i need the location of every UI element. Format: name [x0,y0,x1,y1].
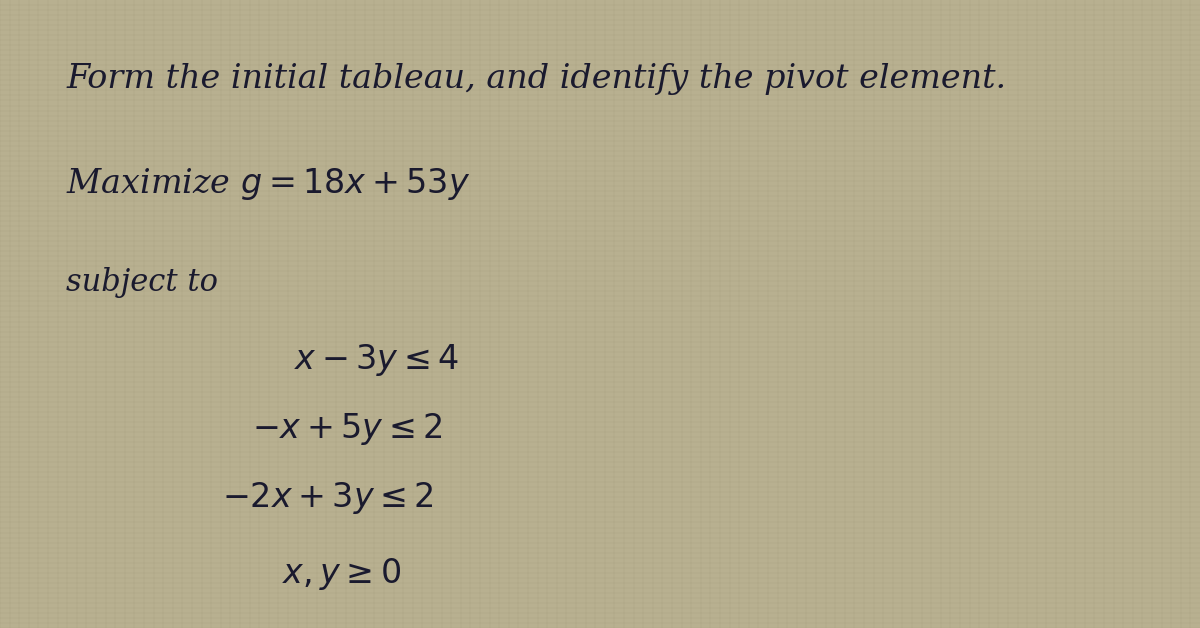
Text: subject to: subject to [66,267,218,298]
Text: Form the initial tableau, and identify the pivot element.: Form the initial tableau, and identify t… [66,63,1006,95]
Text: Maximize $g = 18x + 53y$: Maximize $g = 18x + 53y$ [66,166,470,202]
Text: $-2x + 3y \leq 2$: $-2x + 3y \leq 2$ [222,480,434,516]
Text: $-x + 5y \leq 2$: $-x + 5y \leq 2$ [252,411,443,447]
Text: $x, y \geq 0$: $x, y \geq 0$ [282,556,402,592]
Text: $x - 3y \leq 4$: $x - 3y \leq 4$ [294,342,458,378]
